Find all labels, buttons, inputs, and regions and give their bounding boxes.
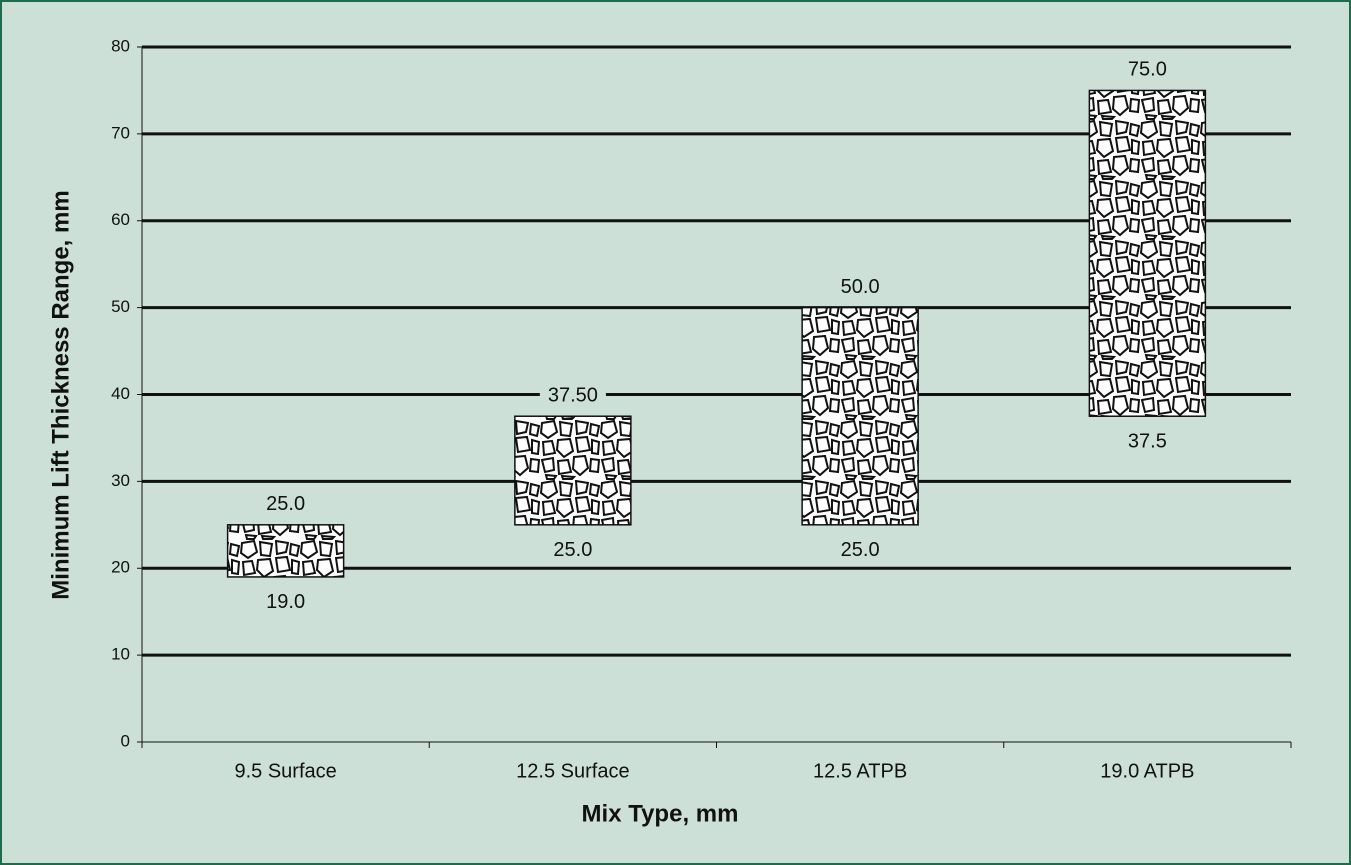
label-background bbox=[258, 493, 314, 516]
label-background bbox=[832, 275, 888, 298]
range-bar bbox=[801, 306, 919, 526]
x-tick-label: 12.5 ATPB bbox=[813, 760, 907, 782]
y-tick-label: 20 bbox=[111, 558, 130, 577]
high-label: 25.0 bbox=[266, 493, 305, 515]
range-bar bbox=[514, 415, 632, 526]
x-tick-label: 19.0 ATPB bbox=[1100, 760, 1194, 782]
y-tick-label: 80 bbox=[111, 36, 130, 55]
x-tick-label: 12.5 Surface bbox=[516, 760, 629, 782]
y-tick-label: 30 bbox=[111, 471, 130, 490]
y-axis-title: Minimum Lift Thickness Range, mm bbox=[47, 190, 74, 599]
y-tick-label: 60 bbox=[111, 210, 130, 229]
low-label: 25.0 bbox=[841, 539, 880, 561]
high-label: 37.50 bbox=[548, 385, 598, 407]
low-label: 25.0 bbox=[553, 539, 592, 561]
y-tick-label: 0 bbox=[121, 731, 130, 750]
high-label: 50.0 bbox=[841, 276, 880, 298]
low-label: 37.5 bbox=[1128, 431, 1167, 453]
label-background bbox=[539, 384, 606, 407]
y-tick-label: 50 bbox=[111, 297, 130, 316]
range-bar bbox=[226, 524, 345, 578]
range-bar bbox=[1088, 89, 1207, 417]
y-tick-label: 40 bbox=[111, 384, 130, 403]
x-tick-label: 9.5 Surface bbox=[234, 760, 336, 782]
x-axis-title: Mix Type, mm bbox=[582, 800, 739, 827]
y-tick-label: 10 bbox=[111, 645, 130, 664]
low-label: 19.0 bbox=[266, 591, 305, 613]
high-label: 75.0 bbox=[1128, 59, 1167, 81]
y-tick-label: 70 bbox=[111, 123, 130, 142]
label-background bbox=[1119, 58, 1175, 81]
